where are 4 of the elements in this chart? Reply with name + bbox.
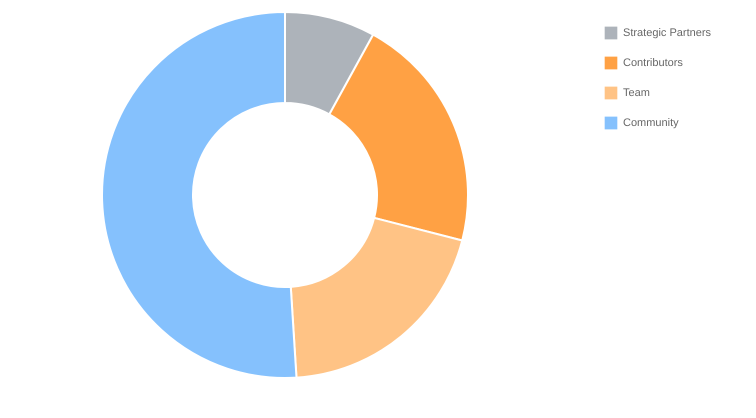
legend-label: Community	[623, 117, 680, 129]
legend-label: Contributors	[623, 57, 684, 69]
legend-label: Team	[623, 87, 650, 99]
legend-label: Strategic Partners	[623, 27, 712, 39]
